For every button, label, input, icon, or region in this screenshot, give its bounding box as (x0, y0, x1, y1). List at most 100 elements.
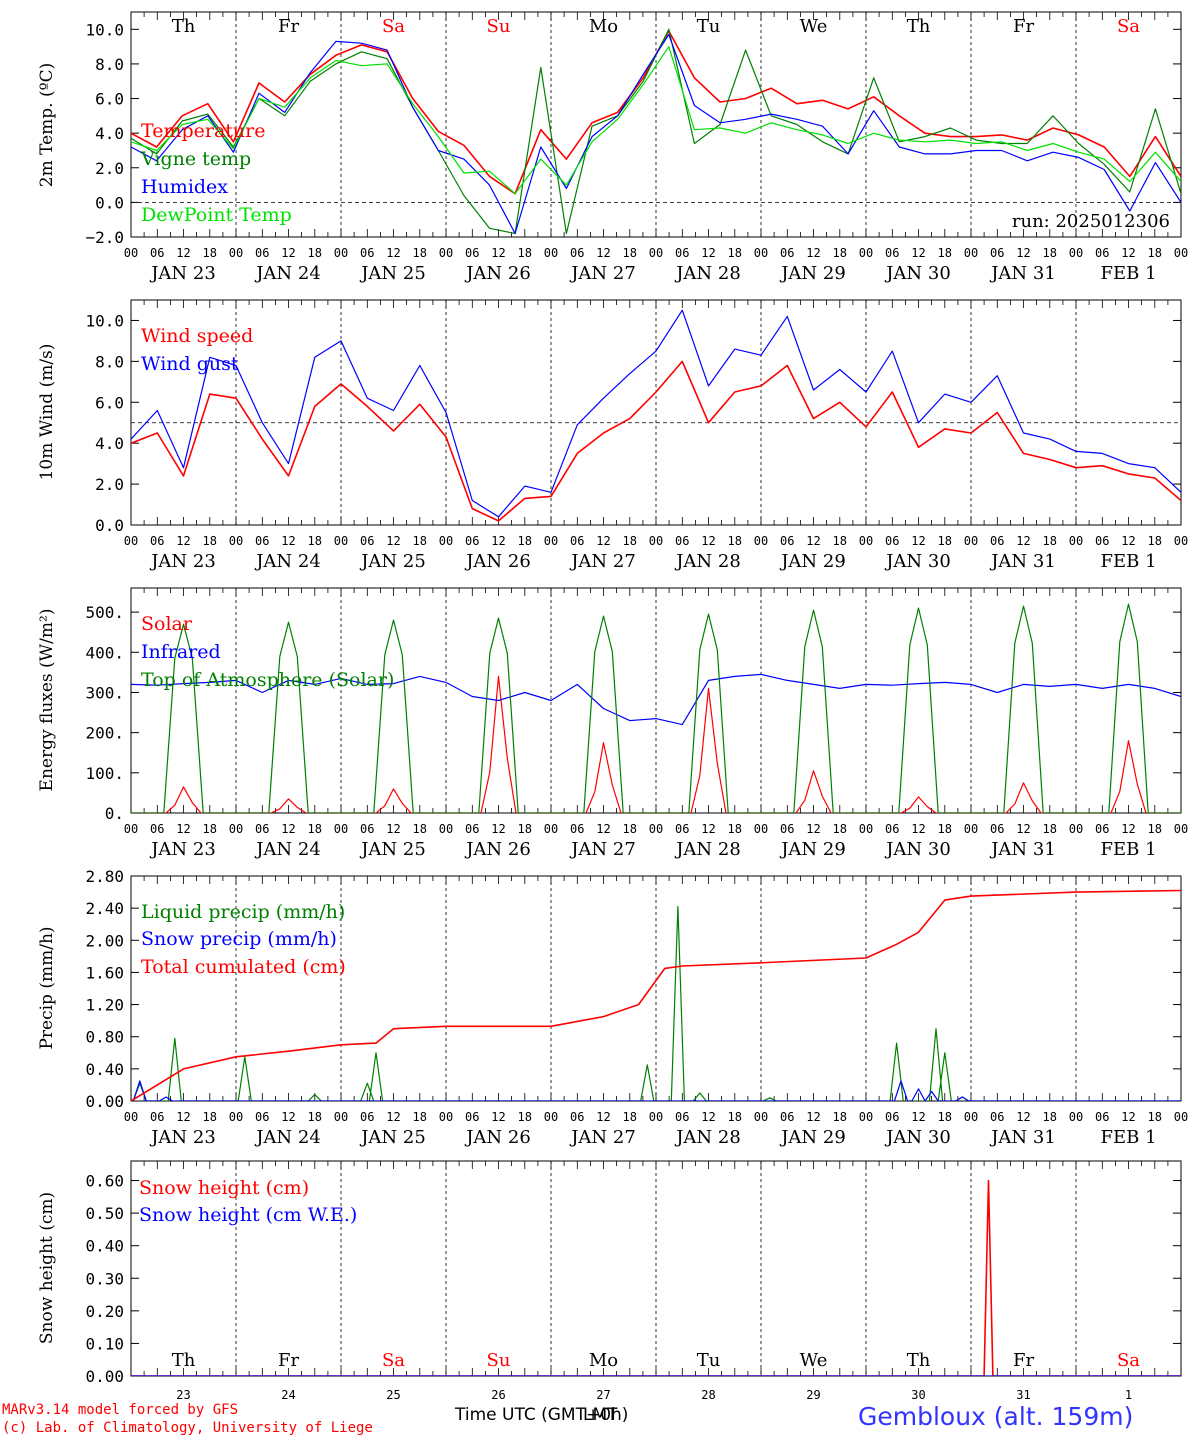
weekday-label: Fr (1013, 16, 1034, 37)
weekday-label: Fr (1013, 1350, 1034, 1371)
series-line (131, 45, 1181, 195)
hour-tick-label: 18 (1148, 1110, 1162, 1124)
hour-tick-label: 00 (1069, 246, 1083, 260)
hour-tick-label: 06 (465, 1110, 479, 1124)
panel-5: 0.00 0.10 0.20 0.30 0.40 0.50 0.60 Snow height … (37, 1160, 1182, 1402)
date-label: JAN 24 (254, 1127, 321, 1148)
hour-tick-label: 18 (833, 1110, 847, 1124)
hour-tick-label: 06 (570, 822, 584, 836)
day-number-label: 1 (1125, 1388, 1132, 1402)
panel-2: 0.0 2.0 4.0 6.0 8.0 10.0 10m Wind (m/s) 00 06 12 1… (37, 299, 1188, 572)
date-label: JAN 27 (569, 263, 636, 284)
hour-tick-label: 18 (623, 822, 637, 836)
hour-tick-label: 18 (518, 1110, 532, 1124)
hour-tick-label: 18 (203, 246, 217, 260)
date-label: JAN 24 (254, 551, 321, 572)
y-tick-label: 2.0 (95, 159, 124, 178)
y-tick-label: 1.60 (85, 963, 124, 982)
hour-tick-label: 06 (360, 534, 374, 548)
hour-tick-label: 00 (544, 246, 558, 260)
hour-tick-label: 06 (675, 1110, 689, 1124)
weekday-label: Th (907, 1350, 931, 1371)
hour-tick-label: 06 (255, 822, 269, 836)
hour-tick-label: 12 (1016, 534, 1030, 548)
y-axis-title: Snow height (cm) (37, 1192, 57, 1344)
weekday-label: Su (487, 16, 511, 37)
series-group (131, 603, 1181, 813)
hour-tick-label: 12 (386, 534, 400, 548)
date-label: JAN 31 (989, 1127, 1056, 1148)
hour-tick-label: 18 (938, 534, 952, 548)
hour-tick-label: 00 (124, 534, 138, 548)
y-tick-label: −2.0 (85, 228, 124, 247)
hour-tick-label: 00 (229, 534, 243, 548)
hour-tick-label: 06 (150, 534, 164, 548)
legend-entry: Temperature (141, 120, 265, 142)
hour-tick-label: 06 (360, 1110, 374, 1124)
hour-tick-label: 18 (938, 1110, 952, 1124)
date-label: JAN 26 (464, 551, 531, 572)
y-tick-label: 0.80 (85, 1028, 124, 1047)
date-label: FEB 1 (1100, 839, 1156, 860)
hour-tick-label: 18 (833, 246, 847, 260)
hour-tick-label: 06 (570, 534, 584, 548)
hour-tick-label: 12 (1121, 534, 1135, 548)
y-tick-label: 10.0 (85, 311, 124, 330)
hour-tick-label: 06 (255, 534, 269, 548)
day-number-label: 28 (701, 1388, 715, 1402)
time-axis-title: Time UTC (GMT+0h) (455, 1405, 629, 1425)
legend-entry: Top of Atmosphere (Solar) (141, 669, 394, 691)
series-line (131, 603, 1181, 813)
weekday-label: Sa (382, 1350, 405, 1371)
hour-tick-label: 12 (281, 246, 295, 260)
legend-entry: Vigne temp (140, 148, 251, 170)
time-axis-overlay: LMT (583, 1405, 618, 1425)
hour-tick-label: 06 (885, 534, 899, 548)
series-line (131, 28, 1181, 235)
y-tick-label: 6.0 (95, 90, 124, 109)
hour-tick-label: 18 (623, 246, 637, 260)
panel-4: 0.00 0.40 0.80 1.20 1.60 2.00 2.40 2.80 Precip (… (37, 867, 1188, 1148)
series-line (131, 360, 1181, 522)
y-tick-label: 400. (85, 643, 124, 662)
hour-tick-label: 00 (649, 246, 663, 260)
hour-tick-label: 18 (308, 1110, 322, 1124)
date-label: JAN 25 (359, 1127, 426, 1148)
y-axis-title: 10m Wind (m/s) (37, 344, 57, 481)
hour-tick-label: 12 (491, 1110, 505, 1124)
hour-tick-label: 00 (859, 822, 873, 836)
day-number-label: 26 (491, 1388, 505, 1402)
legend-entry: Wind gust (141, 353, 239, 375)
hour-tick-label: 06 (465, 246, 479, 260)
hour-tick-label: 18 (833, 534, 847, 548)
day-number-label: 31 (1016, 1388, 1030, 1402)
y-tick-label: 2.00 (85, 931, 124, 950)
hour-tick-label: 18 (203, 822, 217, 836)
weekday-label: Th (907, 16, 931, 37)
hour-tick-label: 12 (176, 1110, 190, 1124)
day-number-label: 23 (176, 1388, 190, 1402)
hour-tick-label: 12 (806, 246, 820, 260)
hour-tick-label: 06 (780, 246, 794, 260)
hour-tick-label: 00 (124, 246, 138, 260)
hour-tick-label: 00 (124, 1110, 138, 1124)
weekday-label: Fr (278, 16, 299, 37)
date-label: JAN 23 (149, 263, 216, 284)
date-label: JAN 27 (569, 551, 636, 572)
y-tick-label: 0.10 (85, 1334, 124, 1353)
hour-tick-label: 12 (701, 246, 715, 260)
hour-tick-label: 12 (1121, 246, 1135, 260)
date-label: JAN 23 (149, 551, 216, 572)
hour-tick-label: 18 (308, 246, 322, 260)
series-line (131, 33, 1181, 235)
hour-tick-label: 12 (386, 822, 400, 836)
hour-tick-label: 06 (780, 534, 794, 548)
hour-tick-label: 00 (754, 1110, 768, 1124)
hour-tick-label: 06 (570, 1110, 584, 1124)
credit-line-2: (c) Lab. of Climatology, University of L… (2, 1420, 373, 1436)
legend-entry: Solar (141, 613, 193, 635)
weekday-label: Th (172, 1350, 196, 1371)
y-tick-label: 0.20 (85, 1302, 124, 1321)
hour-tick-label: 18 (203, 534, 217, 548)
hour-tick-label: 00 (754, 246, 768, 260)
